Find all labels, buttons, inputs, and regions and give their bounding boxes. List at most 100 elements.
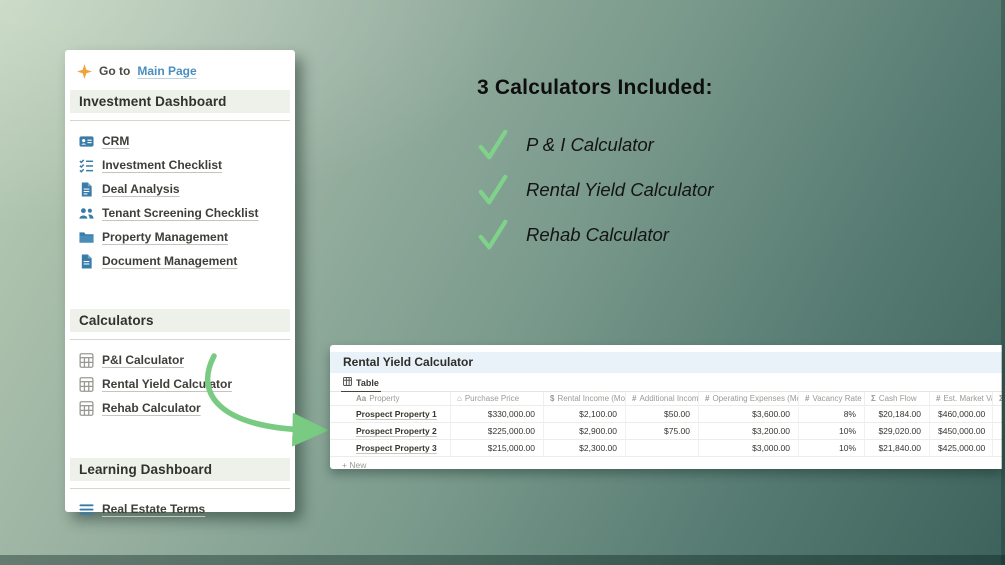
sidebar-item-rehab-calculator[interactable]: Rehab Calculator: [65, 396, 295, 420]
people-icon: [79, 206, 94, 221]
number-type-icon: #: [705, 394, 710, 403]
bottom-edge-vignette: [0, 555, 1005, 565]
promo-item-label: P & I Calculator: [526, 133, 654, 155]
sidebar-item-rental-yield-calculator[interactable]: Rental Yield Calculator: [65, 372, 295, 396]
column-header-clipped[interactable]: Σ: [993, 392, 1002, 406]
sidebar-item-real-estate-terms[interactable]: Real Estate Terms: [65, 497, 295, 521]
sidebar-item-tenant-screening-checklist[interactable]: Tenant Screening Checklist: [65, 201, 295, 225]
calculator-icon: [79, 352, 94, 368]
section-divider: [70, 120, 290, 121]
column-header-rental-income[interactable]: $Rental Income (Monthl...: [544, 392, 626, 406]
operating-expenses-cell[interactable]: $3,600.00: [699, 406, 799, 423]
view-tab-bar: Table: [330, 373, 1002, 392]
sidebar-item-label: Tenant Screening Checklist: [102, 206, 259, 220]
number-type-icon: #: [936, 394, 941, 403]
number-type-icon: #: [632, 394, 637, 403]
table-title: Rental Yield Calculator: [330, 352, 1002, 373]
vacancy-rate-cell[interactable]: 10%: [799, 440, 865, 457]
additional-income-cell[interactable]: $75.00: [626, 423, 699, 440]
rental-income-cell[interactable]: $2,100.00: [544, 406, 626, 423]
sidebar-item-label: Rehab Calculator: [102, 401, 201, 415]
cash-flow-cell[interactable]: $29,020.00: [865, 423, 930, 440]
document-icon: [79, 181, 94, 197]
sidebar-item-label: CRM: [102, 134, 130, 148]
currency-icon: $: [550, 394, 555, 403]
learning-dashboard-list: Real Estate Terms: [65, 497, 295, 521]
table-header-row: Aa Property ⌂ Purchase Price $ Rental Incom…: [330, 392, 1002, 406]
purchase-price-cell[interactable]: $215,000.00: [451, 440, 544, 457]
rental-yield-table-card: Rental Yield Calculator Table Aa Property…: [330, 345, 1002, 469]
number-type-icon: #: [805, 394, 810, 403]
promo-item-pi: P & I Calculator: [477, 122, 714, 167]
section-header-calculators: Calculators: [70, 309, 290, 332]
column-header-property[interactable]: Aa Property: [330, 392, 451, 406]
promo-item-rehab: Rehab Calculator: [477, 212, 714, 257]
vacancy-rate-cell[interactable]: 10%: [799, 423, 865, 440]
table-row: Prospect Property 2 $225,000.00 $2,900.0…: [330, 423, 1002, 440]
table-row: Prospect Property 1 $330,000.00 $2,100.0…: [330, 406, 1002, 423]
property-name-cell[interactable]: Prospect Property 3: [330, 440, 451, 457]
clipped-cell[interactable]: [993, 423, 1002, 440]
sidebar-item-property-management[interactable]: Property Management: [65, 225, 295, 249]
property-name-cell[interactable]: Prospect Property 2: [330, 423, 451, 440]
tab-table-view[interactable]: Table: [341, 377, 381, 392]
calculator-icon: [79, 400, 94, 416]
property-name-cell[interactable]: Prospect Property 1: [330, 406, 451, 423]
additional-income-cell[interactable]: [626, 440, 699, 457]
house-icon: ⌂: [457, 394, 462, 403]
calculator-icon: [79, 376, 94, 392]
est-market-value-cell[interactable]: $425,000.00: [930, 440, 993, 457]
column-header-vacancy-rate[interactable]: #Vacancy Rate (%): [799, 392, 865, 406]
main-page-link[interactable]: Main Page: [137, 64, 197, 78]
sidebar-item-label: Property Management: [102, 230, 229, 244]
column-header-additional-income[interactable]: #Additional Income (Monthly): [626, 392, 699, 406]
promo-item-label: Rental Yield Calculator: [526, 178, 714, 200]
column-header-operating-expenses[interactable]: #Operating Expenses (Monthly): [699, 392, 799, 406]
sidebar-item-deal-analysis[interactable]: Deal Analysis: [65, 177, 295, 201]
notion-sidebar-card: Go to Main Page Investment Dashboard CRM…: [65, 50, 295, 516]
tab-label: Table: [356, 377, 379, 388]
section-divider: [70, 488, 290, 489]
promo-headline: 3 Calculators Included:: [477, 76, 713, 99]
column-header-est-market-value[interactable]: #Est. Market Value: [930, 392, 993, 406]
table-row: Prospect Property 3 $215,000.00 $2,300.0…: [330, 440, 1002, 457]
est-market-value-cell[interactable]: $460,000.00: [930, 406, 993, 423]
sidebar-item-pi-calculator[interactable]: P&I Calculator: [65, 348, 295, 372]
clipped-cell[interactable]: [993, 440, 1002, 457]
rental-income-cell[interactable]: $2,900.00: [544, 423, 626, 440]
operating-expenses-cell[interactable]: $3,000.00: [699, 440, 799, 457]
cash-flow-cell[interactable]: $21,840.00: [865, 440, 930, 457]
column-header-purchase-price[interactable]: ⌂ Purchase Price: [451, 392, 544, 406]
promo-list: P & I Calculator Rental Yield Calculator…: [477, 122, 714, 257]
sidebar-item-investment-checklist[interactable]: Investment Checklist: [65, 153, 295, 177]
column-header-cash-flow[interactable]: Σ Cash Flow: [865, 392, 930, 406]
additional-income-cell[interactable]: $50.00: [626, 406, 699, 423]
operating-expenses-cell[interactable]: $3,200.00: [699, 423, 799, 440]
est-market-value-cell[interactable]: $450,000.00: [930, 423, 993, 440]
folder-icon: [79, 230, 94, 245]
formula-sigma-icon: Σ: [999, 394, 1002, 403]
vacancy-rate-cell[interactable]: 8%: [799, 406, 865, 423]
sparkle-icon: [77, 63, 92, 79]
section-header-investment-dashboard: Investment Dashboard: [70, 90, 290, 113]
menu-lines-icon: [79, 502, 94, 517]
checkmark-icon: [477, 174, 509, 206]
sidebar-item-label: Rental Yield Calculator: [102, 377, 233, 391]
sidebar-item-label: Document Management: [102, 254, 238, 268]
goto-prefix-label: Go to: [99, 64, 131, 78]
sidebar-item-crm[interactable]: CRM: [65, 129, 295, 153]
purchase-price-cell[interactable]: $225,000.00: [451, 423, 544, 440]
sidebar-item-document-management[interactable]: Document Management: [65, 249, 295, 273]
contact-card-icon: [79, 134, 94, 149]
sidebar-item-label: Investment Checklist: [102, 158, 223, 172]
purchase-price-cell[interactable]: $330,000.00: [451, 406, 544, 423]
checkmark-icon: [477, 129, 509, 161]
formula-sigma-icon: Σ: [871, 394, 876, 403]
rental-income-cell[interactable]: $2,300.00: [544, 440, 626, 457]
add-new-row-button[interactable]: + New: [342, 460, 367, 469]
sidebar-item-label: Deal Analysis: [102, 182, 180, 196]
cash-flow-cell[interactable]: $20,184.00: [865, 406, 930, 423]
clipped-cell[interactable]: [993, 406, 1002, 423]
calculators-list: P&I Calculator Rental Yield Calculator R…: [65, 348, 295, 420]
